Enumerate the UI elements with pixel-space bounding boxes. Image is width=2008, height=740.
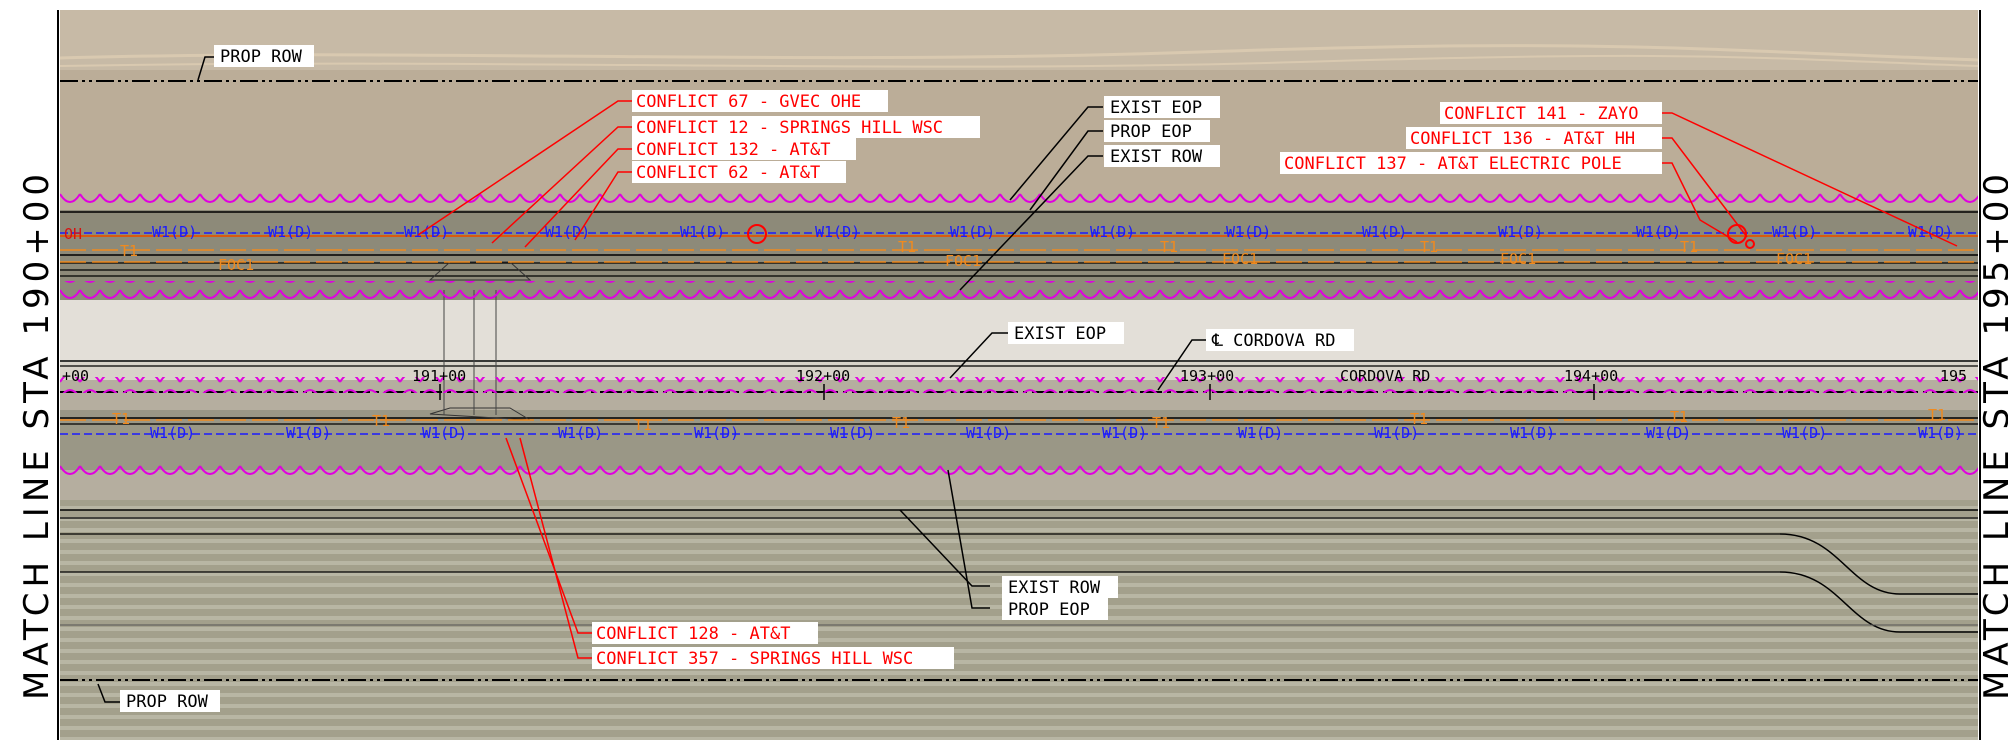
- tag-water: W1(D): [1646, 424, 1691, 442]
- tag-oh: OH: [64, 225, 82, 243]
- row-lines: [60, 80, 1978, 681]
- stationing: +00 191+00 192+00 193+00 194+00 195 CORD…: [62, 367, 1967, 400]
- exist-eop-label: EXIST EOP: [1110, 98, 1202, 118]
- tag-water: W1(D): [150, 424, 195, 442]
- road-name-label: CORDOVA RD: [1340, 367, 1430, 385]
- prop-eop-label: PROP EOP: [1008, 600, 1090, 620]
- tag-water: W1(D): [558, 424, 603, 442]
- tag-telephone: T1: [1928, 406, 1946, 424]
- tag-fiber: FOC1: [945, 252, 981, 270]
- tag-water: W1(D): [1636, 223, 1681, 241]
- black-labels: PROP ROW EXIST EOP PROP EOP EXIST ROW EX…: [120, 45, 1354, 712]
- match-lines: MATCH LINE STA 190+00 MATCH LINE STA 195…: [17, 169, 2008, 700]
- tag-water: W1(D): [966, 424, 1011, 442]
- tag-water: W1(D): [404, 223, 449, 241]
- tag-water: W1(D): [1498, 223, 1543, 241]
- exist-eop-label: EXIST EOP: [1014, 324, 1106, 344]
- tag-water: W1(D): [1772, 223, 1817, 241]
- tag-telephone: T1: [898, 238, 916, 256]
- station-label: 193+00: [1180, 367, 1234, 385]
- tag-water: W1(D): [268, 223, 313, 241]
- conflict-label: CONFLICT 67 - GVEC OHE: [636, 92, 861, 112]
- tag-telephone: T1: [1152, 414, 1170, 432]
- conflict-label: CONFLICT 62 - AT&T: [636, 163, 820, 183]
- tag-water: W1(D): [1908, 223, 1953, 241]
- utility-tags-bottom: W1(D) W1(D) W1(D) W1(D) W1(D) W1(D) W1(D…: [112, 406, 1963, 442]
- conflict-label: CONFLICT 128 - AT&T: [596, 624, 790, 644]
- conflict-label: CONFLICT 357 - SPRINGS HILL WSC: [596, 649, 913, 669]
- tag-water: W1(D): [1510, 424, 1555, 442]
- tag-telephone: T1: [892, 414, 910, 432]
- tag-fiber: FOC1: [218, 256, 254, 274]
- exist-row-label: EXIST ROW: [1110, 147, 1203, 167]
- tag-water: W1(D): [1226, 223, 1271, 241]
- conflict-label: CONFLICT 132 - AT&T: [636, 140, 830, 160]
- station-label: 191+00: [412, 367, 466, 385]
- tag-telephone: T1: [1670, 408, 1688, 426]
- tag-telephone: T1: [372, 412, 390, 430]
- tag-water: W1(D): [950, 223, 995, 241]
- utility-tags-top: OH W1(D) W1(D) W1(D) W1(D) W1(D) W1(D) W…: [64, 223, 1953, 274]
- tag-water: W1(D): [1782, 424, 1827, 442]
- station-label: 195: [1940, 367, 1967, 385]
- tag-telephone: T1: [634, 416, 652, 434]
- tag-telephone: T1: [120, 242, 138, 260]
- sheet-frame: [57, 10, 1981, 740]
- tag-fiber: FOC1: [1500, 250, 1536, 268]
- prop-row-label: PROP ROW: [126, 692, 209, 712]
- tag-telephone: T1: [112, 410, 130, 428]
- aerial-photo: [59, 10, 1979, 740]
- tag-fiber: FOC1: [1776, 250, 1812, 268]
- tag-water: W1(D): [152, 223, 197, 241]
- conflict-label: CONFLICT 12 - SPRINGS HILL WSC: [636, 118, 943, 138]
- tag-telephone: T1: [1680, 238, 1698, 256]
- conflict-label: CONFLICT 136 - AT&T HH: [1410, 129, 1635, 149]
- conflict-labels: CONFLICT 67 - GVEC OHE CONFLICT 12 - SPR…: [592, 90, 1662, 669]
- tag-telephone: T1: [1160, 238, 1178, 256]
- tag-water: W1(D): [680, 223, 725, 241]
- station-label: +00: [62, 367, 89, 385]
- match-line-right: MATCH LINE STA 195+00: [1977, 169, 2008, 700]
- prop-row-label: PROP ROW: [220, 47, 303, 67]
- tag-water: W1(D): [815, 223, 860, 241]
- tag-telephone: T1: [1410, 410, 1428, 428]
- tag-water: W1(D): [422, 424, 467, 442]
- tag-water: W1(D): [1362, 223, 1407, 241]
- centerline-label: ℄ CORDOVA RD: [1211, 331, 1336, 351]
- exist-row-label: EXIST ROW: [1008, 578, 1101, 598]
- tag-water: W1(D): [1374, 424, 1419, 442]
- match-line-left: MATCH LINE STA 190+00: [17, 169, 57, 700]
- station-label: 194+00: [1564, 367, 1618, 385]
- tag-telephone: T1: [1420, 238, 1438, 256]
- tag-water: W1(D): [286, 424, 331, 442]
- prop-eop-label: PROP EOP: [1110, 122, 1192, 142]
- black-leaders: [97, 56, 1206, 703]
- tag-water: W1(D): [1090, 223, 1135, 241]
- red-leaders: [417, 100, 1958, 659]
- tag-water: W1(D): [1918, 424, 1963, 442]
- tag-water: W1(D): [694, 424, 739, 442]
- conflict-label: CONFLICT 137 - AT&T ELECTRIC POLE: [1284, 154, 1622, 174]
- utility-lines: [60, 232, 1978, 435]
- conflict-label: CONFLICT 141 - ZAYO: [1444, 104, 1638, 124]
- tag-water: W1(D): [1238, 424, 1283, 442]
- tag-water: W1(D): [830, 424, 875, 442]
- station-label: 192+00: [796, 367, 850, 385]
- tag-water: W1(D): [1102, 424, 1147, 442]
- tree-lines: [60, 190, 1978, 480]
- tag-fiber: FOC1: [1222, 250, 1258, 268]
- tag-water: W1(D): [545, 223, 590, 241]
